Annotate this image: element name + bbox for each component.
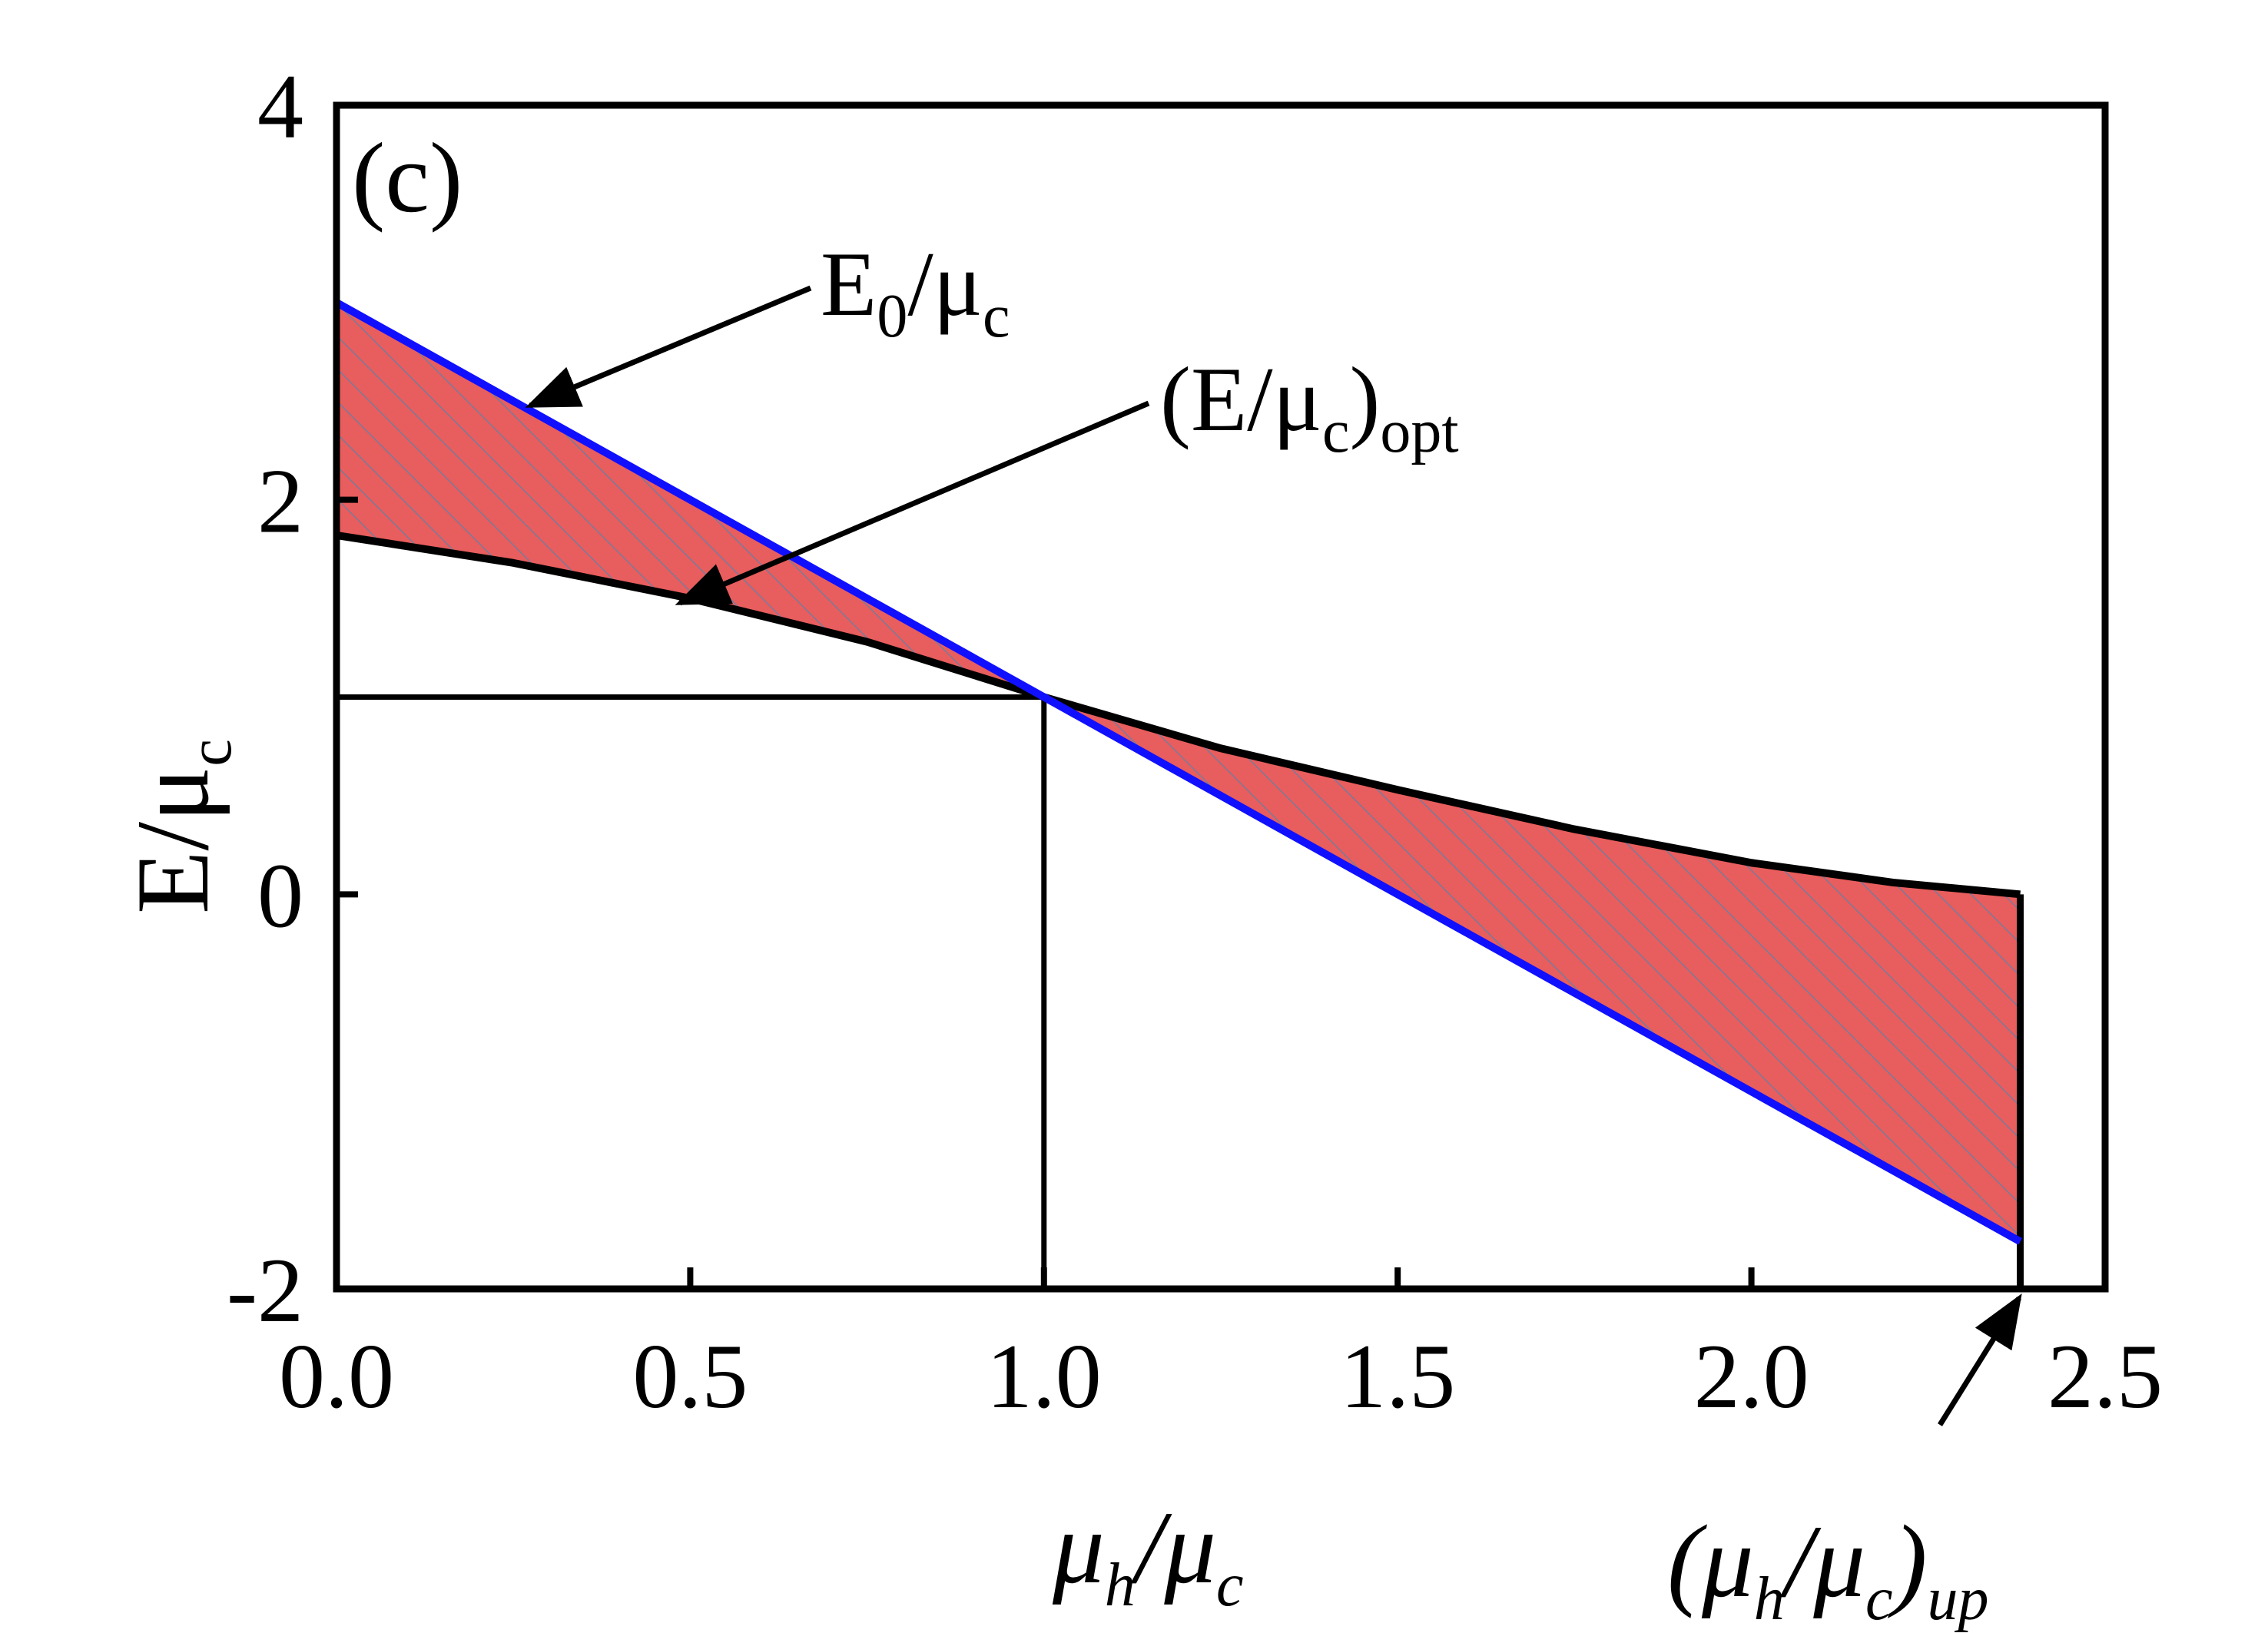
series-line-e0 <box>334 299 2022 1245</box>
x-tick-label: 1.0 <box>986 1325 1102 1427</box>
x-axis-label: μh/μc <box>1052 1491 1244 1619</box>
annotation-mu-up: (μh/μc)up <box>1667 1505 1989 1633</box>
x-tick-label: 0.5 <box>632 1325 748 1427</box>
y-tick-label: -2 <box>227 1239 303 1341</box>
panel-label: (c) <box>352 123 463 234</box>
x-axis-ticks: 0.0 0.5 1.0 1.5 2.0 2.5 <box>279 1267 2163 1427</box>
x-tick-label: 2.5 <box>2048 1325 2163 1427</box>
series-line-e-opt <box>336 531 2021 899</box>
plot-frame <box>333 101 2109 1293</box>
y-tick-label: 4 <box>257 55 303 157</box>
annotation-arrow-e-opt <box>675 400 1150 606</box>
y-axis-label: E/μc <box>116 739 244 914</box>
annotation-e-opt: (E/μc)opt <box>1160 348 1459 465</box>
y-tick-label: 0 <box>257 844 303 946</box>
annotation-arrow-up <box>1938 1293 2022 1426</box>
y-axis-ticks: -2 0 2 4 <box>227 55 358 1341</box>
x-tick-label: 1.5 <box>1340 1325 1455 1427</box>
y-tick-label: 2 <box>257 450 303 552</box>
annotation-arrow-e0 <box>525 285 812 409</box>
x-tick-label: 0.0 <box>279 1325 394 1427</box>
annotation-e0: E0/μc <box>821 233 1010 350</box>
x-tick-label: 2.0 <box>1694 1325 1809 1427</box>
